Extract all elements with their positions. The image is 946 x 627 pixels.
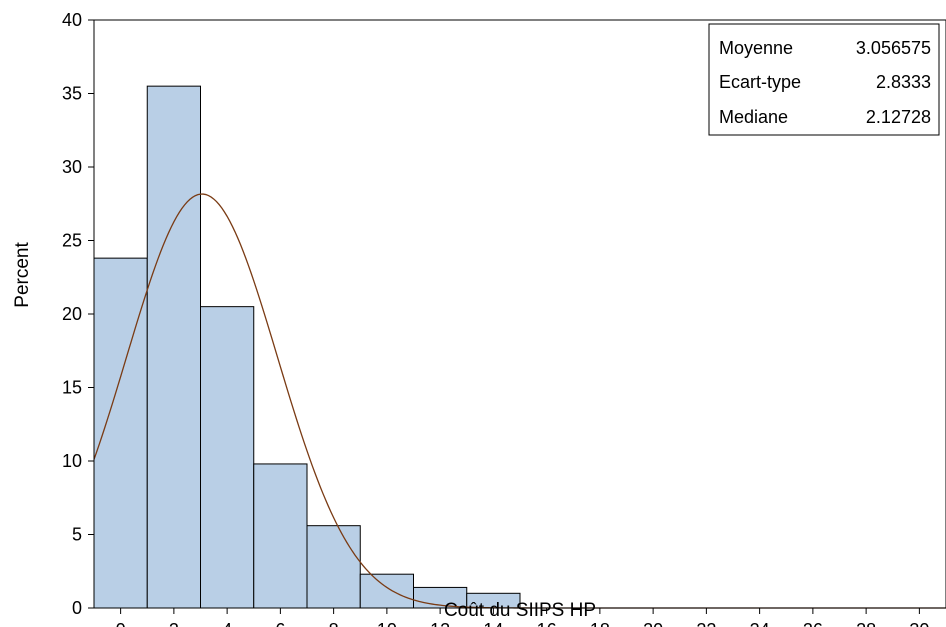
x-tick-label: 22 [696,620,716,627]
x-tick-label: 0 [116,620,126,627]
y-tick-label: 5 [72,525,82,545]
stats-label-median: Mediane [719,107,788,127]
histogram-bars [93,85,521,609]
x-tick-label: 20 [643,620,663,627]
y-tick-label: 20 [62,304,82,324]
x-tick-label: 16 [537,620,557,627]
x-tick-label: 4 [222,620,232,627]
y-tick-label: 25 [62,231,82,251]
x-tick-label: 30 [909,620,929,627]
x-tick-label: 8 [329,620,339,627]
stats-value-mean: 3.056575 [856,38,931,58]
histogram-bar [200,306,255,609]
y-tick-label: 35 [62,84,82,104]
stats-box: Moyenne 3.056575 Ecart-type 2.8333 Media… [708,23,940,136]
x-tick-label: 26 [803,620,823,627]
x-tick-label: 28 [856,620,876,627]
x-tick-label: 12 [430,620,450,627]
x-tick-label: 10 [377,620,397,627]
x-tick-label: 2 [169,620,179,627]
x-tick-label: 14 [483,620,503,627]
y-axis: 0 5 10 15 20 25 30 35 40 [62,10,94,618]
stats-box-frame [708,23,940,136]
y-axis-title: Percent [12,242,33,308]
histogram-bar [146,85,201,609]
y-tick-label: 30 [62,157,82,177]
y-tick-label: 40 [62,10,82,30]
y-tick-label: 15 [62,378,82,398]
y-tick-label: 0 [72,598,82,618]
x-axis-title: Coût du SIIPS HP [444,600,596,621]
histogram-bar [93,257,148,609]
stats-value-median: 2.12728 [866,107,931,127]
y-tick-label: 10 [62,451,82,471]
x-tick-label: 18 [590,620,610,627]
stats-label-mean: Moyenne [719,38,793,58]
stats-value-std: 2.8333 [876,72,931,92]
stats-label-std: Ecart-type [719,72,801,92]
histogram-bar [359,573,414,609]
histogram-bar [253,463,308,609]
x-axis: 024681012141618202224262830 [116,608,929,627]
x-tick-label: 24 [750,620,770,627]
x-tick-label: 6 [275,620,285,627]
histogram-bar [306,525,361,609]
